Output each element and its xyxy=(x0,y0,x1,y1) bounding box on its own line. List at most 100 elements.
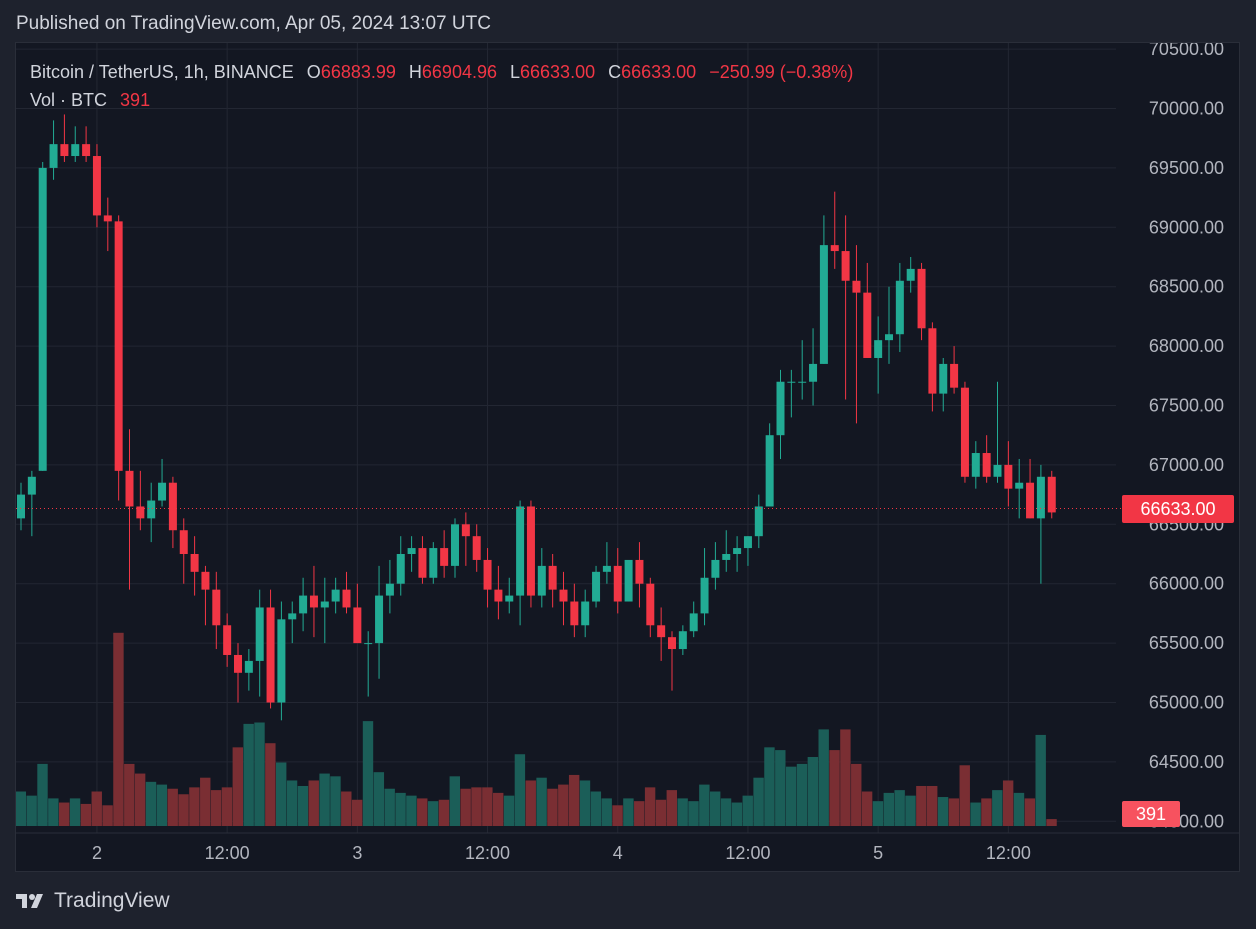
candle-body xyxy=(407,548,416,554)
candle-body xyxy=(895,280,904,335)
candle-body xyxy=(60,144,69,157)
volume-bar xyxy=(471,787,482,826)
volume-bar xyxy=(742,795,753,826)
candle-body xyxy=(429,548,438,578)
volume-bar xyxy=(525,780,536,826)
candlestick-chart[interactable]: 70500.00 70000.00 69500.00 69000.00 68500.00… xyxy=(16,43,1239,871)
tradingview-logo-icon xyxy=(16,894,43,908)
chart-panel[interactable]: 70500.00 70000.00 69500.00 69000.00 68500.00… xyxy=(15,42,1240,872)
candle-body xyxy=(299,595,308,614)
volume-bar xyxy=(102,805,113,826)
volume-bar xyxy=(406,795,417,826)
x-tick-label: 12:00 xyxy=(465,843,510,863)
x-tick-label: 5 xyxy=(873,843,883,863)
candle-body xyxy=(993,464,1002,477)
candle-body xyxy=(472,536,481,560)
volume-bar xyxy=(764,747,775,826)
candle-body xyxy=(114,221,123,471)
candle-body xyxy=(863,292,872,358)
volume-bar xyxy=(568,774,580,826)
volume-bar xyxy=(80,803,92,826)
change-value: −250.99 (−0.38%) xyxy=(709,62,854,82)
candle-body xyxy=(158,482,167,501)
close-label: C xyxy=(608,62,622,82)
y-tick-label: 68500.00 xyxy=(1149,277,1224,297)
volume-bar xyxy=(37,763,48,826)
last-price-tag: 66633.00 xyxy=(1122,495,1234,523)
candle-body xyxy=(309,595,318,608)
candle-body xyxy=(1047,476,1056,513)
x-tick-label: 12:00 xyxy=(725,843,770,863)
volume-bar xyxy=(579,780,591,826)
volume-bar xyxy=(210,790,222,826)
volume-bar xyxy=(861,791,873,826)
candle-body xyxy=(266,607,275,703)
symbol-label[interactable]: Bitcoin / TetherUS, 1h, BINANCE xyxy=(30,62,294,82)
volume-bar xyxy=(894,790,905,826)
candle-body xyxy=(17,494,25,519)
volume-bar xyxy=(872,801,884,826)
volume-bar xyxy=(16,791,26,826)
volume-bar xyxy=(1002,780,1014,826)
candle-body xyxy=(928,328,937,394)
y-tick-label: 67500.00 xyxy=(1149,396,1224,416)
candle-body xyxy=(700,577,709,614)
candle-body xyxy=(27,476,36,495)
volume-bar xyxy=(514,754,526,826)
volume-bar xyxy=(1035,734,1046,826)
volume-bar xyxy=(221,787,233,826)
volume-bar xyxy=(167,788,178,826)
volume-bar xyxy=(818,729,829,826)
volume-bar xyxy=(134,773,146,826)
high-label: H xyxy=(408,62,422,82)
volume-bar xyxy=(959,765,970,826)
candle-body xyxy=(451,524,459,566)
candle-body xyxy=(537,565,546,596)
volume-bar xyxy=(351,799,363,826)
candle-body xyxy=(602,565,611,572)
candle-body xyxy=(754,506,763,537)
candle-body xyxy=(874,340,883,358)
y-tick-label: 68000.00 xyxy=(1149,336,1224,356)
high-value: 66904.96 xyxy=(421,62,497,82)
volume-row: Vol · BTC 391 xyxy=(30,86,853,114)
volume-bar xyxy=(395,792,406,826)
volume-bar xyxy=(503,795,515,826)
candle-body xyxy=(255,607,264,661)
y-tick-label: 65000.00 xyxy=(1149,693,1224,713)
candle-body xyxy=(906,268,915,281)
candle-body xyxy=(168,482,177,531)
y-tick-label: 70500.00 xyxy=(1149,43,1224,59)
candle-body xyxy=(179,530,188,554)
candle-body xyxy=(960,387,969,477)
candle-body xyxy=(234,654,242,673)
volume-label[interactable]: Vol · BTC xyxy=(30,90,108,110)
candle-body xyxy=(38,167,47,471)
volume-bar xyxy=(297,785,309,826)
volume-bar xyxy=(612,805,623,826)
volume-bar xyxy=(417,798,428,826)
ohlc-row: Bitcoin / TetherUS, 1h, BINANCE O66883.9… xyxy=(30,58,853,86)
volume-bar xyxy=(948,798,960,826)
volume-bar xyxy=(536,777,547,826)
candle-body xyxy=(678,631,687,650)
candle-body xyxy=(494,589,503,602)
volume-bar xyxy=(330,776,341,826)
volume-bar xyxy=(981,798,992,826)
candle-body xyxy=(592,571,601,602)
close-value: 66633.00 xyxy=(621,62,697,82)
volume-bar xyxy=(362,721,374,826)
volume-bar xyxy=(601,798,612,826)
footer-brand[interactable]: TradingView xyxy=(16,889,170,913)
candle-body xyxy=(646,583,655,626)
candle-body xyxy=(320,601,329,608)
candle-body xyxy=(787,381,796,383)
candle-body xyxy=(624,559,633,602)
candle-body xyxy=(331,589,340,602)
candle-body xyxy=(526,506,535,596)
volume-bar xyxy=(720,798,732,826)
candle-body xyxy=(841,251,850,281)
x-tick-label: 12:00 xyxy=(986,843,1031,863)
y-tick-label: 69000.00 xyxy=(1149,217,1224,237)
candle-body xyxy=(939,363,948,394)
